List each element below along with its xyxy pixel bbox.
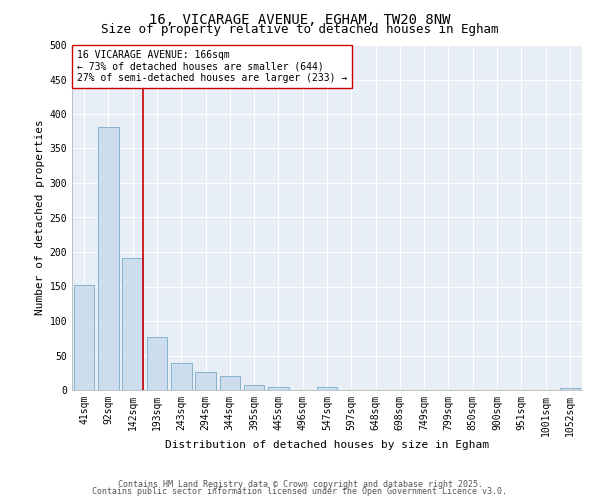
Text: Contains public sector information licensed under the Open Government Licence v3: Contains public sector information licen… <box>92 487 508 496</box>
Bar <box>220 376 240 390</box>
Y-axis label: Number of detached properties: Number of detached properties <box>35 120 46 316</box>
X-axis label: Distribution of detached houses by size in Egham: Distribution of detached houses by size … <box>165 440 489 450</box>
Bar <box>74 285 94 390</box>
Bar <box>146 337 167 390</box>
Bar <box>268 386 289 390</box>
Text: Contains HM Land Registry data © Crown copyright and database right 2025.: Contains HM Land Registry data © Crown c… <box>118 480 482 489</box>
Bar <box>171 363 191 390</box>
Bar <box>195 372 216 390</box>
Bar <box>244 385 265 390</box>
Text: Size of property relative to detached houses in Egham: Size of property relative to detached ho… <box>101 22 499 36</box>
Text: 16, VICARAGE AVENUE, EGHAM, TW20 8NW: 16, VICARAGE AVENUE, EGHAM, TW20 8NW <box>149 12 451 26</box>
Bar <box>98 127 119 390</box>
Bar <box>317 387 337 390</box>
Bar <box>560 388 580 390</box>
Bar <box>122 258 143 390</box>
Text: 16 VICARAGE AVENUE: 166sqm
← 73% of detached houses are smaller (644)
27% of sem: 16 VICARAGE AVENUE: 166sqm ← 73% of deta… <box>77 50 347 84</box>
